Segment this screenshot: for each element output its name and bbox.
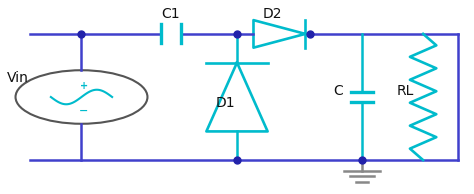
Text: RL: RL [397, 84, 414, 98]
Text: D1: D1 [216, 96, 236, 110]
Text: D2: D2 [263, 7, 282, 21]
Text: −: − [79, 105, 89, 115]
Text: C1: C1 [162, 7, 180, 21]
Text: +: + [80, 81, 88, 91]
Text: Vin: Vin [7, 71, 29, 85]
Text: C: C [333, 84, 343, 98]
